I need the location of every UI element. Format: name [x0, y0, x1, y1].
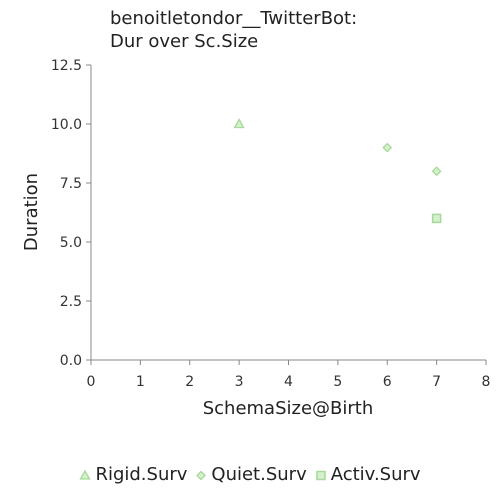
chart-title-line2: Dur over Sc.Size	[110, 31, 259, 52]
legend-label: Quiet.Surv	[211, 464, 307, 485]
x-tick-label: 4	[284, 374, 293, 390]
chart-title: benoitletondor__TwitterBot: Dur over Sc.…	[110, 7, 357, 53]
legend-item: Activ.Surv	[315, 464, 421, 485]
x-tick-label: 1	[136, 374, 145, 390]
legend-marker	[196, 470, 207, 480]
x-tick-label: 8	[482, 374, 491, 390]
legend-label: Activ.Surv	[330, 464, 421, 485]
y-tick-label: 2.5	[60, 294, 82, 310]
y-axis-label: Duration	[21, 173, 42, 251]
y-tick-label: 7.5	[60, 176, 82, 192]
x-tick-label: 7	[432, 374, 441, 390]
legend-marker-shape	[196, 470, 207, 480]
y-tick-label: 5.0	[60, 235, 82, 251]
x-tick-label: 6	[383, 374, 392, 390]
legend-label: Rigid.Surv	[95, 464, 188, 485]
legend-marker	[79, 469, 92, 480]
x-axis-label: SchemaSize@Birth	[203, 398, 374, 419]
y-tick-label: 12.5	[51, 58, 82, 74]
data-point-rigid-surv	[233, 118, 245, 129]
y-tick-label: 0.0	[60, 353, 82, 369]
x-tick-label: 0	[87, 374, 96, 390]
chart-title-line1: benoitletondor__TwitterBot:	[110, 8, 358, 29]
x-tick-label: 2	[185, 374, 194, 390]
legend-item: Quiet.Surv	[195, 464, 307, 485]
data-point-activ-surv	[431, 213, 442, 224]
data-point-quiet-surv	[382, 142, 393, 153]
x-tick-label: 3	[235, 374, 244, 390]
data-points	[233, 118, 442, 224]
legend-item: Rigid.Surv	[79, 464, 187, 485]
legend-marker	[315, 470, 326, 480]
legend-marker-shape	[315, 470, 326, 480]
data-point-quiet-surv	[431, 166, 442, 177]
scatter-plot: 0 1 2 3 4 5 6 7 8 0.0 2.5 5.0 7.5 10.0 12.5 SchemaSize…	[21, 58, 491, 419]
x-tick-label: 5	[333, 374, 342, 390]
y-tick-label: 10.0	[51, 117, 82, 133]
legend: Rigid.Surv Quiet.Surv Activ.Surv	[0, 464, 500, 485]
axes: 0 1 2 3 4 5 6 7 8 0.0 2.5 5.0 7.5 10.0 12.5	[51, 58, 491, 390]
legend-marker-shape	[79, 469, 92, 480]
